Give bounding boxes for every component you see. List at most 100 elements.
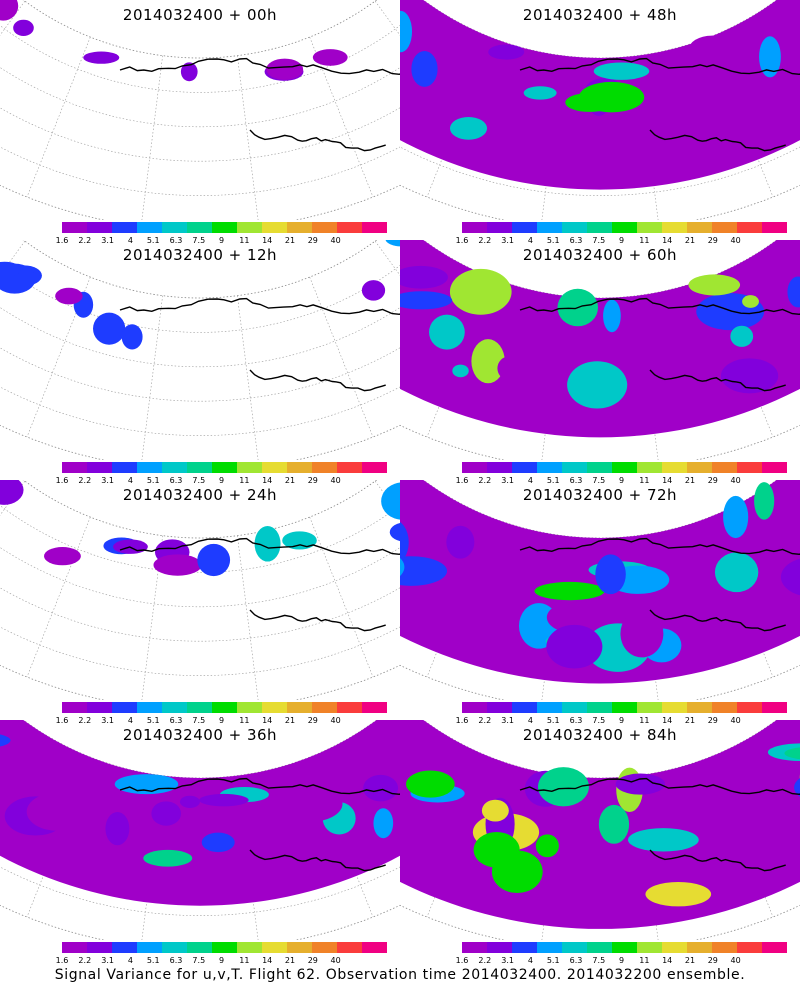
colorbar xyxy=(462,702,787,713)
variance-blob xyxy=(363,774,399,802)
variance-blob xyxy=(220,844,276,889)
colorbar-label: 7.5 xyxy=(592,716,606,725)
colorbar-label: 4 xyxy=(527,956,533,965)
variance-field xyxy=(0,720,400,906)
forecast-map xyxy=(400,720,800,940)
colorbar-label: 1.6 xyxy=(455,236,469,245)
colorbar-label: 6.3 xyxy=(569,956,583,965)
parallel-line xyxy=(0,25,400,93)
meridian-line xyxy=(237,535,259,700)
colorbar-labels: 1.6 2.2 3.1 4 5.1 6.3 7.5 9 11 14 21 29 40 xyxy=(400,716,800,726)
colorbar-swatch xyxy=(212,702,237,713)
colorbar-label: 1.6 xyxy=(455,956,469,965)
colorbar-swatch xyxy=(462,462,487,473)
variance-blob xyxy=(723,495,749,539)
variance-blob xyxy=(759,36,781,78)
colorbar-label: 5.1 xyxy=(546,236,560,245)
variance-blob xyxy=(730,325,754,347)
colorbar-label: 11 xyxy=(639,956,650,965)
colorbar-label: 2.2 xyxy=(78,716,92,725)
variance-blob xyxy=(0,734,11,747)
colorbar-swatch xyxy=(287,942,312,953)
colorbar-label: 3.1 xyxy=(501,476,514,485)
colorbar-label: 21 xyxy=(284,236,296,245)
colorbar-label: 3.1 xyxy=(101,476,114,485)
colorbar-swatch xyxy=(287,462,312,473)
variance-blob xyxy=(720,358,779,394)
panel-title: 2014032400 + 48h xyxy=(522,6,678,24)
colorbar-label: 29 xyxy=(307,956,318,965)
colorbar-labels: 1.6 2.2 3.1 4 5.1 6.3 7.5 9 11 14 21 29 40 xyxy=(400,476,800,486)
colorbar-label: 21 xyxy=(684,476,696,485)
colorbar-swatch xyxy=(737,702,762,713)
colorbar-label: 29 xyxy=(307,236,318,245)
colorbar-swatch xyxy=(337,942,362,953)
variance-blob xyxy=(598,804,630,844)
colorbar-label: 9 xyxy=(619,236,625,245)
forecast-map xyxy=(400,240,800,460)
colorbar-label: 29 xyxy=(707,476,718,485)
colorbar-label: 29 xyxy=(307,476,318,485)
colorbar-label: 11 xyxy=(239,716,250,725)
colorbar-swatch xyxy=(487,942,512,953)
coastline xyxy=(119,777,400,796)
coastline xyxy=(519,57,800,76)
colorbar-swatch xyxy=(537,222,562,233)
variance-blob xyxy=(400,556,448,586)
colorbar-swatch xyxy=(362,942,387,953)
colorbar-swatch xyxy=(337,702,362,713)
panel-title: 2014032400 + 00h xyxy=(122,6,278,24)
colorbar-label: 40 xyxy=(330,476,341,485)
colorbar-label: 40 xyxy=(330,716,341,725)
variance-blob xyxy=(471,339,505,384)
variance-blob xyxy=(595,554,626,595)
variance-blob xyxy=(143,849,193,867)
colorbar-labels: 1.6 2.2 3.1 4 5.1 6.3 7.5 9 11 14 21 29 40 xyxy=(0,236,400,246)
variance-blob xyxy=(546,624,603,669)
colorbar-label: 21 xyxy=(684,716,696,725)
colorbar-label: 11 xyxy=(639,236,650,245)
colorbar-swatch xyxy=(137,462,162,473)
variance-blob xyxy=(105,812,130,846)
variance-blob xyxy=(13,19,34,36)
meridian-line xyxy=(309,276,374,438)
colorbar-label: 6.3 xyxy=(169,716,183,725)
colorbar-swatch xyxy=(312,702,337,713)
map-panel: 2014032400 + 00h 1.6 2.2 3.1 4 5.1 6.3 7.5 9 11 14… xyxy=(0,0,400,245)
variance-blob xyxy=(400,265,448,289)
colorbar-swatch xyxy=(762,222,787,233)
colorbar-label: 9 xyxy=(219,236,225,245)
variance-blob xyxy=(0,261,21,277)
colorbar-label: 29 xyxy=(307,716,318,725)
map-panel: 2014032400 + 84h 1.6 2.2 3.1 4 5.1 6.3 7.5 9 11 14… xyxy=(400,720,800,965)
colorbar-swatch xyxy=(687,702,712,713)
variance-blob xyxy=(620,609,664,658)
variance-blob xyxy=(538,767,589,807)
colorbar xyxy=(62,222,387,233)
colorbar-label: 5.1 xyxy=(146,476,160,485)
variance-blob xyxy=(645,881,712,907)
colorbar-label: 5.1 xyxy=(546,476,560,485)
colorbar-label: 3.1 xyxy=(501,716,514,725)
colorbar-swatch xyxy=(562,222,587,233)
colorbar-swatch xyxy=(487,222,512,233)
meridian-line xyxy=(0,0,26,36)
colorbar-label: 14 xyxy=(262,476,273,485)
colorbar-swatch xyxy=(187,942,212,953)
colorbar-swatch xyxy=(262,462,287,473)
colorbar-swatch xyxy=(712,702,737,713)
colorbar-label: 9 xyxy=(219,716,225,725)
colorbar-swatch xyxy=(637,222,662,233)
colorbar-label: 40 xyxy=(330,236,341,245)
variance-blob xyxy=(282,531,317,550)
colorbar-swatch xyxy=(237,222,262,233)
colorbar-swatch xyxy=(62,702,87,713)
variance-blob xyxy=(411,50,438,87)
colorbar-label: 6.3 xyxy=(169,236,183,245)
variance-blob xyxy=(389,523,400,542)
colorbar-swatch xyxy=(562,702,587,713)
colorbar-label: 5.1 xyxy=(546,956,560,965)
colorbar-swatch xyxy=(562,462,587,473)
variance-blob xyxy=(277,785,343,822)
colorbar-swatch xyxy=(212,222,237,233)
